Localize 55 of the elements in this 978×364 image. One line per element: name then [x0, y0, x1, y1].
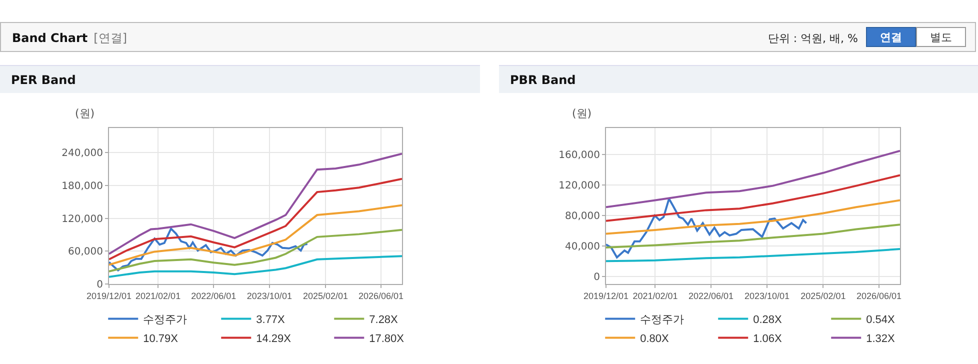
legend-label: 1.06X: [753, 333, 783, 346]
legend-label: 0.54X: [866, 314, 896, 326]
y-tick-label: 80,000: [565, 211, 600, 222]
legend-label: 1.32X: [866, 333, 896, 346]
x-tick-label: 2022/06/01: [191, 290, 236, 301]
x-tick-label: 2022/06/01: [688, 290, 734, 301]
toggle-button[interactable]: 연결: [866, 27, 916, 47]
y-tick-label: 60,000: [68, 246, 103, 258]
text: Band Chart: [12, 31, 88, 45]
line-series: [109, 228, 402, 272]
legend-label: 14.29X: [256, 333, 292, 346]
line-series: [109, 178, 402, 260]
y-tick-label: 0: [96, 280, 103, 290]
legend-label: 10.79X: [143, 333, 179, 346]
line-series: [606, 150, 900, 208]
y-tick-label: 0: [594, 272, 600, 283]
toggle-button[interactable]: 별도: [916, 27, 966, 47]
line-series: [109, 204, 402, 266]
y-axis-title: (원): [572, 107, 592, 120]
x-tick-label: 2025/02/01: [302, 290, 348, 301]
text: [연결]: [94, 31, 128, 45]
legend-label: 7.28X: [369, 314, 399, 326]
chart-title: PBR Band: [499, 65, 978, 93]
line-series: [606, 199, 900, 235]
legend-label: 3.77X: [256, 314, 286, 326]
x-tick-label: 2026/06/01: [856, 290, 902, 301]
line-series: [606, 248, 900, 262]
line-series: [109, 255, 402, 278]
x-tick-label: 2019/12/01: [583, 290, 629, 301]
y-tick-label: 40,000: [565, 241, 600, 252]
line-series: [606, 174, 900, 222]
line-series: [606, 224, 900, 248]
y-tick-label: 120,000: [62, 214, 103, 225]
legend-label: 수정주가: [143, 314, 188, 326]
x-tick-label: 2026/06/01: [358, 290, 404, 301]
x-tick-label: 2019/12/01: [86, 290, 132, 301]
legend-label: 0.80X: [640, 333, 670, 346]
legend-label: 17.80X: [369, 333, 405, 346]
x-tick-label: 2021/02/01: [136, 290, 181, 301]
legend-label: 0.28X: [753, 314, 783, 326]
x-tick-label: 2025/02/01: [800, 290, 846, 301]
x-tick-label: 2021/02/01: [632, 290, 678, 301]
line-series: [606, 198, 808, 258]
y-tick-label: 240,000: [62, 148, 103, 160]
x-tick-label: 2023/10/01: [246, 290, 292, 301]
y-tick-label: 160,000: [558, 150, 600, 162]
line-series: [109, 228, 308, 272]
line-series: [109, 152, 402, 255]
y-axis-title: (원): [75, 107, 95, 120]
chart-title: PER Band: [0, 65, 480, 93]
y-tick-label: 180,000: [62, 180, 103, 192]
legend-label: 수정주가: [640, 314, 684, 326]
y-tick-label: 120,000: [558, 180, 600, 192]
text: 단위 : 억원, 배, %: [768, 31, 858, 46]
x-tick-label: 2023/10/01: [744, 290, 790, 301]
